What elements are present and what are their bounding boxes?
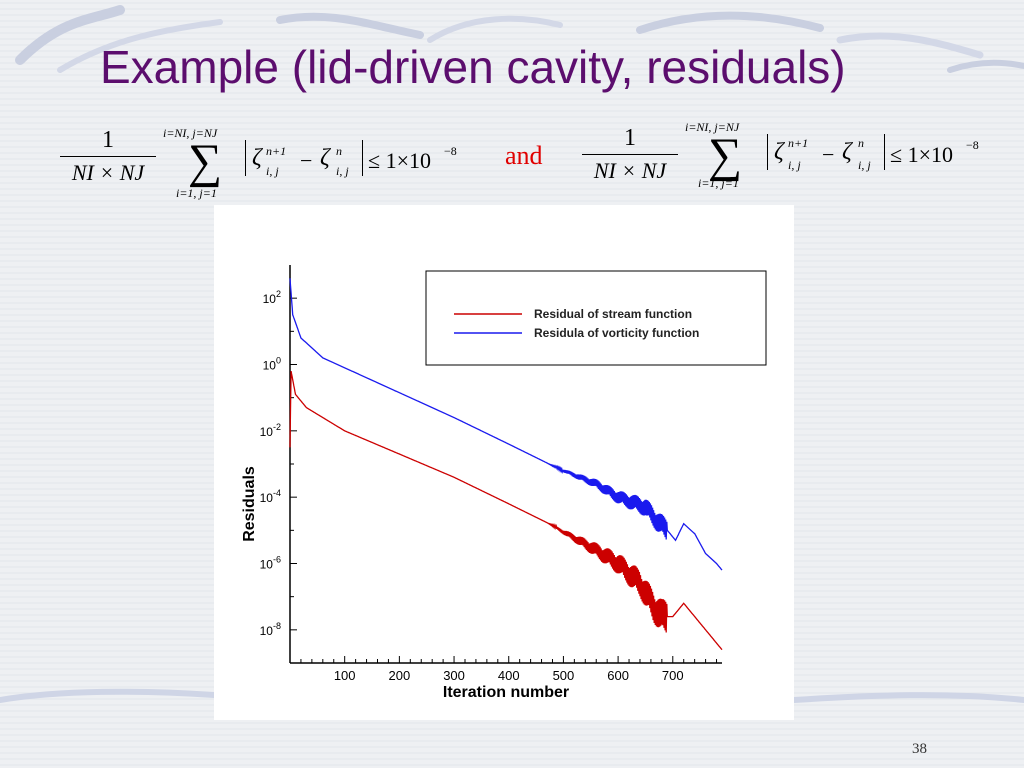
superscript-new: n+1 — [266, 144, 287, 158]
x-tick-label: 200 — [389, 668, 411, 683]
fraction: 1 NI × NJ — [60, 126, 156, 187]
equation-right: 1 NI × NJ i=NI, j=NJ ∑ i=1, j=1 ζ n+1 i,… — [582, 116, 1002, 206]
x-axis-label: Iteration number — [443, 684, 569, 701]
x-tick-label: 600 — [607, 668, 629, 683]
y-axis-label: Residuals — [241, 466, 258, 542]
fraction-bar — [582, 154, 678, 155]
subscript-old: i, j — [336, 164, 349, 178]
legend-box — [425, 270, 767, 366]
series-line-vorticity — [289, 278, 723, 571]
sum-upper-limit: i=NI, j=NJ — [163, 126, 218, 140]
equation-left: 1 NI × NJ i=NI, j=NJ ∑ i=1, j=1 ζ n+1 i,… — [60, 118, 480, 208]
x-tick-label: 700 — [662, 668, 684, 683]
equation-rhs: ≤ 1×10 — [368, 148, 431, 173]
fraction-denominator: NI × NJ — [71, 160, 145, 185]
fraction-bar — [60, 156, 156, 157]
series-line-stream — [289, 370, 723, 651]
y-tick-label: 100 — [263, 356, 281, 373]
x-tick-label: 500 — [553, 668, 575, 683]
y-tick-label: 10-6 — [260, 555, 281, 572]
fraction: 1 NI × NJ — [582, 124, 678, 185]
legend-entry: Residual of stream function — [534, 307, 692, 321]
rhs-exponent: −8 — [966, 138, 979, 152]
sum-upper-limit: i=NI, j=NJ — [685, 120, 740, 134]
zeta-symbol-old: ζ — [842, 139, 852, 165]
minus-sign: − — [300, 148, 313, 173]
summation-sign: ∑ — [708, 129, 743, 182]
residuals-chart: 100 200 300 400 500 600 700 102 100 10-2 10-4 10-6 1… — [241, 265, 767, 701]
subscript-old: i, j — [858, 158, 871, 172]
subscript-new: i, j — [266, 164, 279, 178]
x-tick-label: 100 — [334, 668, 356, 683]
superscript-new: n+1 — [788, 136, 809, 150]
conjunction-and: and — [505, 141, 543, 170]
sum-lower-limit: i=1, j=1 — [698, 176, 739, 190]
abs-bar-left — [767, 134, 768, 170]
x-tick-label: 300 — [443, 668, 465, 683]
sum-lower-limit: i=1, j=1 — [176, 186, 217, 200]
y-tick-label: 102 — [263, 289, 281, 306]
abs-bar-right — [362, 140, 363, 176]
subscript-new: i, j — [788, 158, 801, 172]
y-tick-label: 10-4 — [260, 488, 281, 505]
abs-bar-right — [884, 134, 885, 170]
y-tick-label: 10-2 — [260, 422, 281, 439]
residuals-chart-card: 100 200 300 400 500 600 700 102 100 10-2 10-4 10-6 1… — [214, 205, 794, 720]
legend-entry: Residula of vorticity function — [534, 326, 699, 340]
zeta-symbol-old: ζ — [320, 145, 330, 171]
superscript-old: n — [336, 144, 342, 158]
fraction-numerator: 1 — [102, 127, 114, 153]
y-tick-label: 10-8 — [260, 621, 281, 638]
fraction-denominator: NI × NJ — [593, 158, 667, 183]
page-number: 38 — [912, 741, 927, 757]
abs-bar-left — [245, 140, 246, 176]
zeta-symbol: ζ — [252, 145, 262, 171]
slide-title: Example (lid-driven cavity, residuals) — [100, 41, 846, 93]
superscript-old: n — [858, 136, 864, 150]
equation-rhs: ≤ 1×10 — [890, 142, 953, 167]
minus-sign: − — [822, 142, 835, 167]
zeta-symbol: ζ — [774, 139, 784, 165]
summation-sign: ∑ — [188, 135, 223, 188]
rhs-exponent: −8 — [444, 144, 457, 158]
fraction-numerator: 1 — [624, 125, 636, 151]
x-tick-label: 400 — [498, 668, 520, 683]
